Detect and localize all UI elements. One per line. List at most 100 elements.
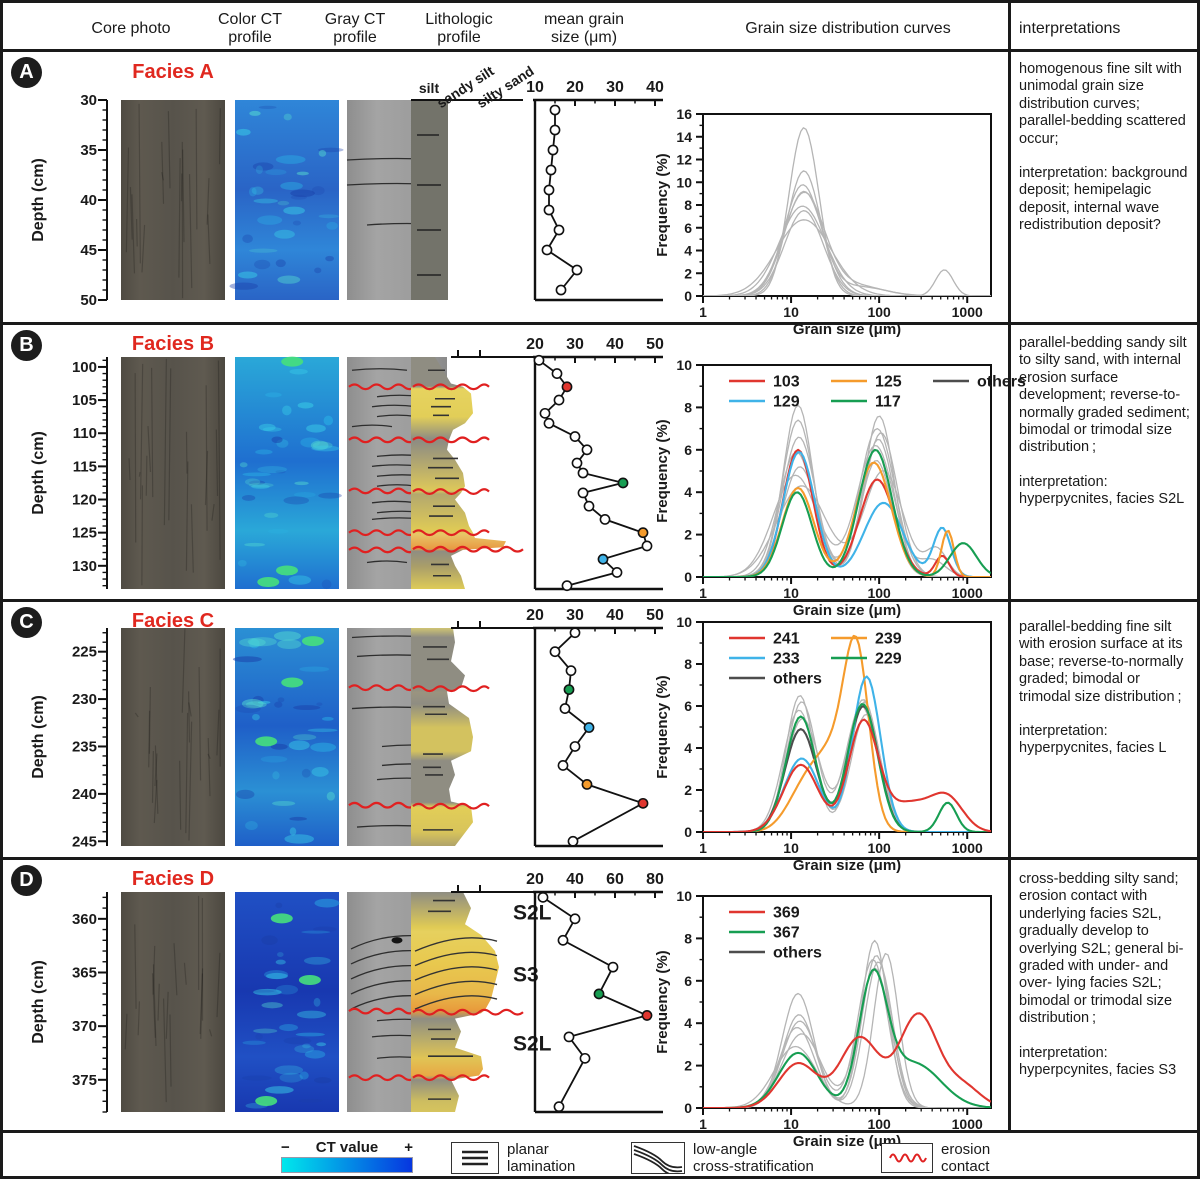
color-ct-profile bbox=[235, 356, 342, 590]
interpretation-b-desc: parallel-bedding sandy silt to silty san… bbox=[1019, 335, 1190, 456]
distribution-chart: 0 2 4 6 8 10 1 10 100 1000 Frequency (%) Grain size… bbox=[654, 614, 992, 874]
facies-a-title: Facies A bbox=[132, 61, 214, 83]
mean-grain-line bbox=[545, 110, 579, 291]
data-point bbox=[571, 264, 583, 276]
legend-label-239: 239 bbox=[875, 631, 902, 648]
header-dist-curves: Grain size distribution curves bbox=[745, 20, 951, 38]
mean-grain-tick-label: 20 bbox=[526, 871, 544, 888]
legend-label-103: 103 bbox=[773, 374, 800, 391]
mean-grain-tick-label: 50 bbox=[646, 336, 664, 353]
interpretation-a: homogenous fine silt with unimodal grain… bbox=[1019, 61, 1195, 252]
data-point bbox=[543, 184, 555, 196]
data-point bbox=[553, 394, 565, 406]
erosion-contact-label: erosion contact bbox=[941, 1141, 991, 1175]
mean-grain-chart: 20 30 40 50 bbox=[526, 336, 664, 592]
facies-c-title: Facies C bbox=[131, 610, 215, 632]
sample-marker-orange bbox=[637, 527, 649, 539]
litho-unit-label: S3 bbox=[513, 964, 539, 987]
legend-label-others: others bbox=[773, 945, 822, 962]
mean-grain-tick-label: 20 bbox=[526, 607, 544, 624]
freq-tick-label: 6 bbox=[684, 698, 692, 714]
curve-117 bbox=[703, 448, 991, 577]
mean-grain-line bbox=[553, 632, 646, 843]
grain-tick-label: 100 bbox=[867, 1116, 891, 1132]
facies-b-badge: B bbox=[11, 330, 42, 361]
interpretation-c-desc: parallel-bedding fine silt with erosion … bbox=[1019, 619, 1184, 705]
sample-marker-green bbox=[593, 988, 605, 1000]
legend-label-125: 125 bbox=[875, 374, 902, 391]
depth-tick-label: 230 bbox=[72, 691, 97, 708]
facies-c-graphics: 225 230 235 240 245 Depth (cm) 20 30 40 50 0 2 4 6 8 10… bbox=[30, 607, 992, 874]
grain-tick-label: 100 bbox=[867, 840, 891, 856]
data-point bbox=[547, 144, 559, 156]
grain-tick-label: 10 bbox=[783, 840, 799, 856]
freq-tick-label: 4 bbox=[684, 484, 692, 500]
freq-tick-label: 8 bbox=[684, 930, 692, 946]
facies-d-graphics: 360 365 370 375 Depth (cm) S2L S3 S2L 20 40 60 80 0 2… bbox=[30, 871, 992, 1150]
data-point bbox=[557, 934, 569, 946]
legend-label-117: 117 bbox=[875, 394, 901, 411]
depth-tick-label: 35 bbox=[80, 142, 97, 159]
grain-tick-label: 1 bbox=[699, 1116, 707, 1132]
curve-others bbox=[703, 404, 991, 577]
sample-marker-blue bbox=[597, 553, 609, 565]
interpretation-c-conclusion: interpretation: hyperpycnites, facies L bbox=[1019, 722, 1167, 757]
freq-tick-label: 16 bbox=[676, 106, 692, 122]
curve-gray bbox=[703, 191, 991, 296]
ct-gradient-bar bbox=[281, 1157, 413, 1173]
grain-tick-label: 1000 bbox=[952, 585, 983, 601]
facies-c-badge: C bbox=[11, 607, 42, 638]
data-point bbox=[569, 627, 581, 639]
data-point bbox=[549, 104, 561, 116]
freq-tick-label: 10 bbox=[676, 614, 692, 630]
freq-tick-label: 4 bbox=[684, 740, 692, 756]
freq-axis-title: Frequency (%) bbox=[654, 675, 671, 778]
depth-tick-label: 30 bbox=[80, 92, 97, 109]
erosion-contact-icon bbox=[881, 1143, 933, 1173]
depth-tick-label: 105 bbox=[72, 392, 97, 409]
data-point bbox=[551, 368, 563, 379]
grain-tick-label: 1000 bbox=[952, 304, 983, 320]
divider-interpretations-column bbox=[1008, 3, 1011, 1133]
low-angle-glyph bbox=[633, 1145, 683, 1176]
curve-gray bbox=[703, 210, 991, 296]
lithologic-profile bbox=[411, 350, 533, 589]
data-point bbox=[569, 913, 581, 925]
facies-b-title: Facies B bbox=[131, 333, 215, 355]
legend-label-others: others bbox=[773, 671, 822, 688]
sample-marker-red bbox=[561, 381, 573, 393]
litho-unit-label: S2L bbox=[513, 1032, 552, 1055]
interpretation-b: parallel-bedding sandy silt to silty san… bbox=[1019, 335, 1195, 526]
core-photo bbox=[121, 357, 225, 589]
curve-241 bbox=[703, 718, 991, 832]
mean-grain-tick-label: 60 bbox=[606, 871, 624, 888]
grain-tick-label: 1000 bbox=[952, 840, 983, 856]
depth-tick-label: 115 bbox=[73, 458, 97, 475]
mean-grain-tick-label: 30 bbox=[606, 79, 624, 96]
mean-grain-line bbox=[542, 896, 650, 1108]
legend-label-others: others bbox=[977, 374, 1026, 391]
mean-grain-chart: 20 40 60 80 bbox=[526, 871, 664, 1114]
facies-d-title: Facies D bbox=[131, 868, 215, 890]
data-point bbox=[565, 665, 577, 677]
freq-tick-label: 14 bbox=[676, 129, 692, 145]
grain-axis-title: Grain size (μm) bbox=[793, 602, 901, 619]
depth-tick-label: 225 bbox=[72, 644, 97, 661]
grain-tick-label: 1 bbox=[699, 304, 707, 320]
header-gray-ct: Gray CT profile bbox=[324, 11, 386, 46]
grain-tick-label: 100 bbox=[867, 585, 891, 601]
erosion-contact-glyph bbox=[889, 1153, 927, 1163]
ct-value-legend: − CT value + bbox=[281, 1139, 413, 1173]
freq-tick-label: 10 bbox=[676, 357, 692, 373]
mean-grain-tick-label: 20 bbox=[526, 336, 544, 353]
freq-tick-label: 2 bbox=[684, 527, 692, 543]
mean-grain-tick-label: 10 bbox=[526, 79, 544, 96]
freq-tick-label: 4 bbox=[684, 243, 692, 259]
distribution-curves bbox=[703, 404, 991, 577]
grain-tick-label: 1 bbox=[699, 585, 707, 601]
header-core-photo: Core photo bbox=[91, 20, 171, 38]
litho-unit-label: S2L bbox=[513, 901, 552, 924]
depth-axis-title: Depth (cm) bbox=[30, 158, 47, 242]
